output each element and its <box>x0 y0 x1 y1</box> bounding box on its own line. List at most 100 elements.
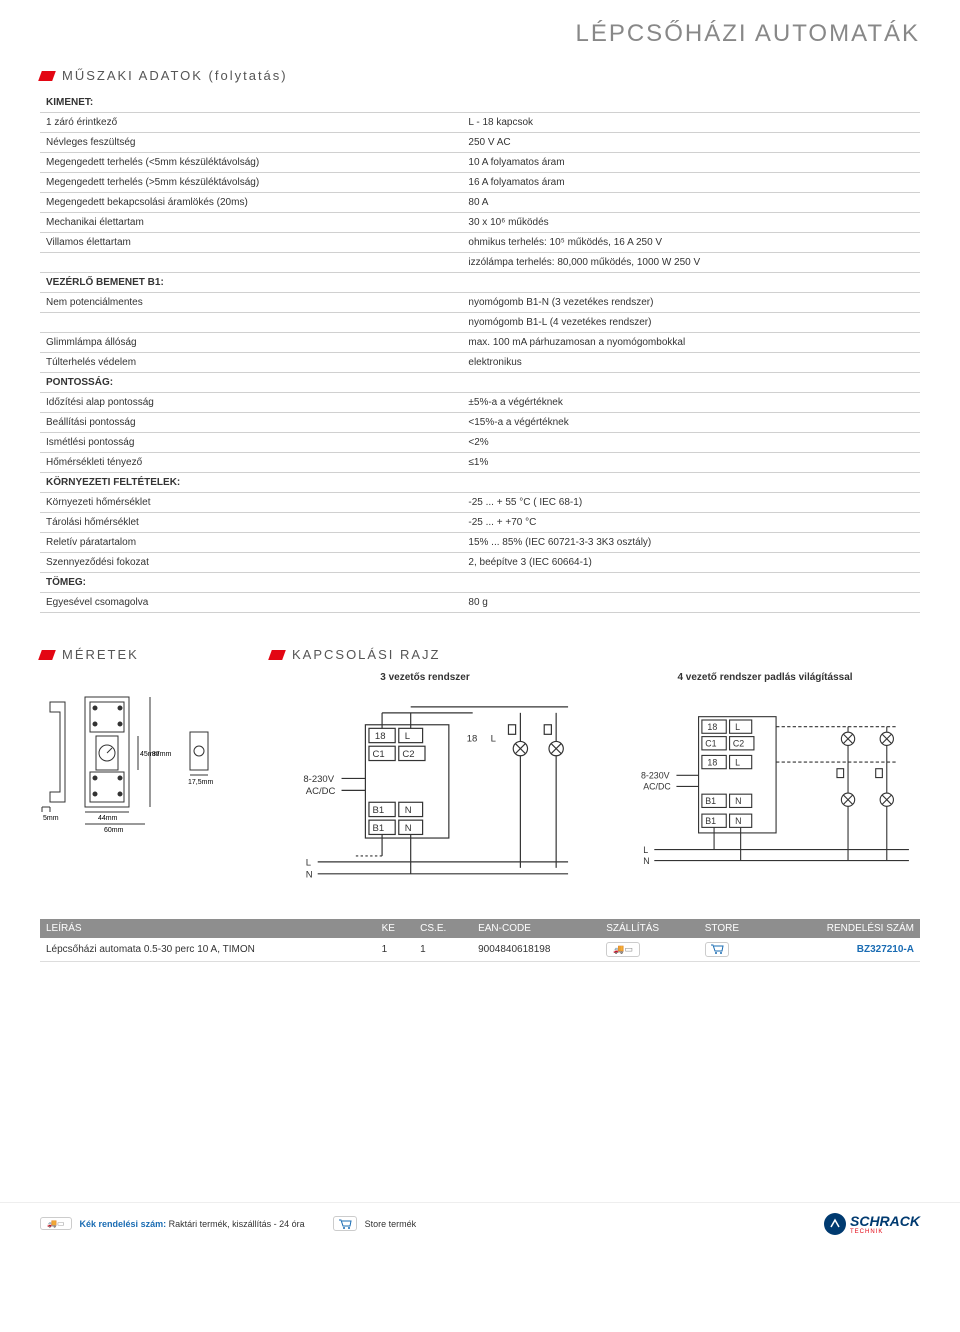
section-header-dims: MÉRETEK <box>40 647 240 662</box>
order-col-desc: LEÍRÁS <box>40 919 376 938</box>
spec-row: 1 záró érintkezőL - 18 kapcsok <box>40 113 920 133</box>
spec-row: Nem potenciálmentesnyomógomb B1-N (3 vez… <box>40 293 920 313</box>
svg-text:18: 18 <box>467 733 478 744</box>
spec-group-header: VEZÉRLŐ BEMENET B1: <box>40 273 920 293</box>
spec-row: Környezeti hőmérséklet-25 ... + 55 °C ( … <box>40 493 920 513</box>
spec-label: Környezeti hőmérséklet <box>40 493 462 513</box>
cart-icon <box>333 1216 357 1231</box>
spec-label <box>40 313 462 333</box>
logo-text: SCHRACK <box>850 1213 920 1229</box>
spec-label: Megengedett bekapcsolási áramlökés (20ms… <box>40 193 462 213</box>
spec-group-header: PONTOSSÁG: <box>40 373 920 393</box>
svg-text:B1: B1 <box>373 805 385 816</box>
spec-value: ≤1% <box>462 453 920 473</box>
spec-row: Egyesével csomagolva80 g <box>40 593 920 613</box>
spec-value: nyomógomb B1-N (3 vezetékes rendszer) <box>462 293 920 313</box>
spec-label: Megengedett terhelés (>5mm készüléktávol… <box>40 173 462 193</box>
spec-value: 250 V AC <box>462 133 920 153</box>
spec-value: 2, beépítve 3 (IEC 60664-1) <box>462 553 920 573</box>
spec-value: L - 18 kapcsok <box>462 113 920 133</box>
spec-label: Névleges feszültség <box>40 133 462 153</box>
spec-value: ±5%-a a végértéknek <box>462 393 920 413</box>
order-table: LEÍRÁS KE CS.E. EAN-CODE SZÁLLÍTÁS STORE… <box>40 919 920 962</box>
spec-row: Hőmérsékleti tényező≤1% <box>40 453 920 473</box>
dimensions-diagram: 5mm 45mm 87mm <box>40 672 240 832</box>
spec-value: <15%-a a végértéknek <box>462 413 920 433</box>
spec-value: 30 x 10⁶ működés <box>462 213 920 233</box>
spec-value: 80 A <box>462 193 920 213</box>
svg-text:B1: B1 <box>705 796 716 806</box>
spec-row: Tárolási hőmérséklet-25 ... + +70 °C <box>40 513 920 533</box>
svg-text:87mm: 87mm <box>152 751 172 758</box>
spec-value: <2% <box>462 433 920 453</box>
svg-text:5mm: 5mm <box>43 815 59 822</box>
spec-value: -25 ... + 55 °C ( IEC 68-1) <box>462 493 920 513</box>
spec-row: Megengedett terhelés (<5mm készüléktávol… <box>40 153 920 173</box>
spec-group-header: KÖRNYEZETI FELTÉTELEK: <box>40 473 920 493</box>
svg-text:L: L <box>306 857 311 868</box>
section-header-wiring: KAPCSOLÁSI RAJZ <box>270 647 920 662</box>
svg-text:AC/DC: AC/DC <box>306 786 336 797</box>
order-col-ke: KE <box>376 919 415 938</box>
spec-value: nyomógomb B1-L (4 vezetékes rendszer) <box>462 313 920 333</box>
svg-text:L: L <box>643 845 648 855</box>
svg-text:L: L <box>405 731 410 742</box>
svg-text:L: L <box>735 757 740 767</box>
spec-label: Hőmérsékleti tényező <box>40 453 462 473</box>
spec-row: Glimmlámpa állóságmax. 100 mA párhuzamos… <box>40 333 920 353</box>
spec-value: izzólámpa terhelés: 80,000 működés, 1000… <box>462 253 920 273</box>
order-ship: 🚚▭ <box>600 938 699 962</box>
spec-row: Névleges feszültség250 V AC <box>40 133 920 153</box>
svg-text:L: L <box>491 733 496 744</box>
order-number: BZ327210-A <box>769 938 920 962</box>
spec-label: 1 záró érintkező <box>40 113 462 133</box>
spec-row: Időzítési alap pontosság±5%-a a végérték… <box>40 393 920 413</box>
spec-label: Tárolási hőmérséklet <box>40 513 462 533</box>
order-desc: Lépcsőházi automata 0.5-30 perc 10 A, TI… <box>40 938 376 962</box>
svg-text:C1: C1 <box>373 749 385 760</box>
svg-text:N: N <box>405 823 412 834</box>
logo-icon <box>824 1213 846 1235</box>
page-title: LÉPCSŐHÁZI AUTOMATÁK <box>40 20 920 48</box>
spec-value: 80 g <box>462 593 920 613</box>
svg-text:N: N <box>405 805 412 816</box>
svg-text:N: N <box>735 816 741 826</box>
order-col-ean: EAN-CODE <box>472 919 600 938</box>
spec-label: Nem potenciálmentes <box>40 293 462 313</box>
brand-logo: SCHRACK TECHNIK <box>824 1213 920 1235</box>
order-store <box>699 938 769 962</box>
svg-text:N: N <box>306 869 313 880</box>
spec-value: 16 A folyamatos áram <box>462 173 920 193</box>
spec-row: Megengedett bekapcsolási áramlökés (20ms… <box>40 193 920 213</box>
spec-group-header: TÖMEG: <box>40 573 920 593</box>
spec-value: -25 ... + +70 °C <box>462 513 920 533</box>
spec-row: Reletív páratartalom15% ... 85% (IEC 607… <box>40 533 920 553</box>
spec-row: Mechanikai élettartam30 x 10⁶ működés <box>40 213 920 233</box>
svg-text:L: L <box>735 722 740 732</box>
spec-row: Beállítási pontosság<15%-a a végértéknek <box>40 413 920 433</box>
svg-text:B1: B1 <box>373 823 385 834</box>
wiring-caption-4wire: 4 vezető rendszer padlás világítással <box>610 672 920 683</box>
spec-value: elektronikus <box>462 353 920 373</box>
spec-label: Reletív páratartalom <box>40 533 462 553</box>
order-row: Lépcsőházi automata 0.5-30 perc 10 A, TI… <box>40 938 920 962</box>
spec-label: Beállítási pontosság <box>40 413 462 433</box>
section-header-spec: MŰSZAKI ADATOK (folytatás) <box>40 68 920 83</box>
spec-row: nyomógomb B1-L (4 vezetékes rendszer) <box>40 313 920 333</box>
order-ean: 9004840618198 <box>472 938 600 962</box>
spec-value: ohmikus terhelés: 10⁵ működés, 16 A 250 … <box>462 233 920 253</box>
order-col-cse: CS.E. <box>414 919 472 938</box>
svg-text:C1: C1 <box>705 739 716 749</box>
spec-row: Villamos élettartamohmikus terhelés: 10⁵… <box>40 233 920 253</box>
spec-label: Villamos élettartam <box>40 233 462 253</box>
spec-value: max. 100 mA párhuzamosan a nyomógombokka… <box>462 333 920 353</box>
wiring-diagram-3wire: 18 L C1 C2 B1 N B1 N 8-230V AC/DC <box>270 689 580 892</box>
svg-text:C2: C2 <box>402 749 414 760</box>
spec-value: 15% ... 85% (IEC 60721-3-3 3K3 osztály) <box>462 533 920 553</box>
spec-row: Megengedett terhelés (>5mm készüléktávol… <box>40 173 920 193</box>
spec-value: 10 A folyamatos áram <box>462 153 920 173</box>
footer-store-text: Store termék <box>365 1219 417 1229</box>
order-col-ship: SZÁLLÍTÁS <box>600 919 699 938</box>
svg-text:60mm: 60mm <box>104 827 124 832</box>
spec-row: Szennyeződési fokozat2, beépítve 3 (IEC … <box>40 553 920 573</box>
